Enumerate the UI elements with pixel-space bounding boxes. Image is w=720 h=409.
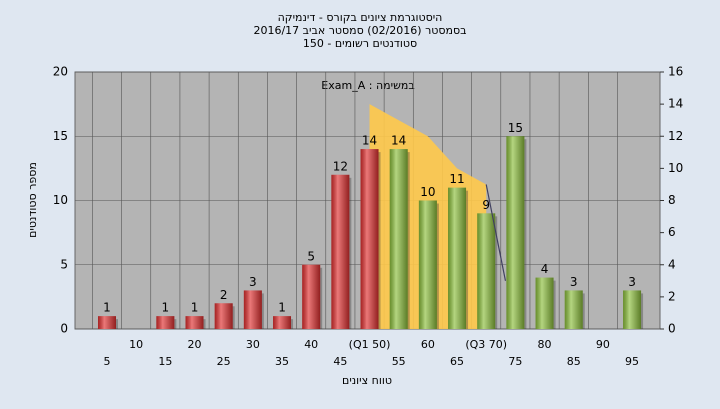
x-tick-label: 20: [188, 338, 202, 351]
y2-tick-label: 4: [668, 257, 676, 271]
data-label: 1: [278, 301, 286, 315]
x-tick-label: 65: [450, 355, 464, 368]
data-label: 1: [162, 301, 170, 315]
x-tick-label: 25: [217, 355, 231, 368]
y-tick-label: 0: [60, 322, 68, 336]
data-label: 3: [628, 275, 636, 289]
bar-shade: [418, 200, 437, 329]
x-tick-label: 75: [508, 355, 522, 368]
x-tick-label: 10: [129, 338, 143, 351]
bar-shade: [185, 316, 204, 329]
x-tick-label: 80: [538, 338, 552, 351]
x-tick-label: 30: [246, 338, 260, 351]
bar-shade: [273, 316, 292, 329]
y-tick-label: 5: [60, 257, 68, 271]
bar-shade: [389, 149, 408, 329]
bar-shade: [506, 136, 525, 329]
data-label: 15: [508, 121, 523, 135]
bar-shade: [360, 149, 379, 329]
x-tick-label: 95: [625, 355, 639, 368]
y2-tick-label: 2: [668, 289, 676, 303]
data-label: 11: [449, 172, 464, 186]
data-label: 2: [220, 288, 228, 302]
chart-subtitle: סטודנטים רשומים - 150: [303, 37, 417, 50]
data-label: 1: [103, 301, 111, 315]
bar-shade: [98, 316, 116, 329]
data-label: 4: [541, 262, 549, 276]
x-axis-label: טווח ציונים: [342, 374, 392, 387]
line: [485, 184, 507, 281]
y2-tick-label: 10: [668, 161, 683, 175]
y-tick-label: 15: [53, 129, 68, 143]
y2-tick-label: 6: [668, 225, 676, 239]
data-label: 1: [191, 301, 199, 315]
bar-shade: [302, 264, 321, 329]
bar-shade: [535, 277, 554, 329]
y-tick-label: 10: [53, 193, 68, 207]
y2-tick-label: 12: [668, 129, 683, 143]
bar-shade: [477, 213, 496, 329]
y-tick-label: 20: [53, 65, 68, 79]
annotation: במשימה : Exam_A: [321, 79, 414, 92]
y2-tick-label: 14: [668, 97, 683, 111]
data-label: 14: [391, 134, 406, 148]
x-tick-label: (Q3 70): [465, 338, 507, 351]
x-tick-label: 35: [275, 355, 289, 368]
bar-shade: [448, 187, 467, 329]
y2-tick-label: 0: [668, 322, 676, 336]
x-tick-label: 55: [392, 355, 406, 368]
data-label: 3: [570, 275, 578, 289]
data-label: 3: [249, 275, 257, 289]
bar-shade: [214, 303, 233, 329]
x-tick-label: 90: [596, 338, 610, 351]
y2-tick-label: 8: [668, 193, 676, 207]
data-label: 14: [362, 134, 377, 148]
x-tick-label: 60: [421, 338, 435, 351]
bar-shade: [243, 290, 262, 329]
data-label: 5: [307, 249, 315, 263]
x-tick-label: 45: [333, 355, 347, 368]
y2-tick-label: 16: [668, 65, 683, 79]
bar-shade: [564, 290, 583, 329]
x-tick-label: 85: [567, 355, 581, 368]
x-tick-label: 15: [158, 355, 172, 368]
x-tick-label: (Q1 50): [349, 338, 391, 351]
chart-subtitle: בסמסטר (02/2016) סמסטר אביב 2016/17: [253, 24, 466, 37]
chart-title: היסטוגרמת ציונים בקורס - דינמיקה: [278, 11, 443, 24]
x-tick-label: 5: [104, 355, 111, 368]
bar-shade: [156, 316, 175, 329]
bar-shade: [331, 174, 350, 329]
data-label: 10: [420, 185, 435, 199]
bar-shade: [623, 290, 642, 329]
y-axis-label: מספר סטודנטים: [26, 162, 39, 238]
x-tick-label: 40: [304, 338, 318, 351]
data-label: 9: [482, 198, 490, 212]
data-label: 12: [333, 159, 348, 173]
